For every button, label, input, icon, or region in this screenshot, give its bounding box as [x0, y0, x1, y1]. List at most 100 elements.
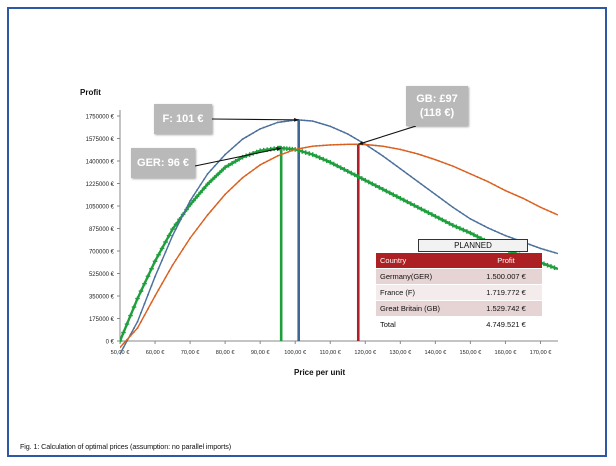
table-row: Germany(GER) 1.500.007 €: [376, 268, 542, 285]
data-point-ger: [384, 188, 389, 194]
row-country: France (F): [376, 284, 470, 301]
data-point-f: [311, 120, 314, 123]
data-point-gb: [532, 202, 535, 205]
data-point-gb: [529, 200, 531, 203]
data-point-gb: [311, 145, 314, 148]
table-total-row: Total 4.749.521 €: [376, 316, 542, 333]
data-point-gb: [522, 197, 524, 200]
data-point-ger: [236, 156, 242, 162]
data-point-ger: [345, 168, 351, 174]
x-tick-label: 90,00 €: [251, 350, 271, 356]
data-point-gb: [210, 209, 213, 212]
data-point-f: [224, 153, 227, 156]
data-point-ger: [440, 217, 445, 223]
table-header-row: Country Profit: [376, 253, 542, 269]
data-point-gb: [290, 149, 293, 152]
data-point-gb: [120, 346, 121, 349]
data-point-ger: [229, 161, 235, 166]
data-point-ger: [422, 208, 428, 214]
data-point-gb: [543, 207, 545, 210]
data-point-gb: [266, 160, 269, 163]
data-point-ger: [541, 261, 547, 267]
data-point-gb: [395, 147, 398, 150]
data-point-ger: [545, 262, 550, 268]
data-point-gb: [241, 176, 244, 179]
data-point-f: [508, 235, 510, 238]
data-point-gb: [444, 162, 447, 165]
data-point-gb: [185, 242, 188, 245]
data-point-gb: [406, 150, 409, 153]
data-point-f: [175, 227, 177, 230]
data-point-gb: [437, 160, 440, 162]
data-point-ger: [120, 338, 123, 344]
data-point-f: [378, 152, 381, 155]
data-point-gb: [451, 165, 454, 168]
data-point-ger: [331, 161, 337, 167]
data-point-ger: [226, 163, 231, 168]
data-point-ger: [391, 192, 396, 197]
y-tick-label: 875000 €: [89, 227, 115, 233]
data-point-ger: [152, 258, 158, 264]
data-point-gb: [487, 180, 489, 183]
table-title: PLANNED: [418, 239, 528, 252]
data-point-f: [168, 242, 170, 245]
x-tick-label: 110,00 €: [320, 350, 342, 356]
data-point-gb: [168, 270, 170, 273]
data-point-gb: [501, 187, 503, 190]
data-point-ger: [201, 185, 207, 191]
figure-frame: [7, 7, 607, 457]
data-point-f: [504, 234, 507, 237]
data-point-ger: [320, 156, 326, 162]
data-point-f: [455, 208, 458, 211]
data-point-gb: [143, 314, 146, 317]
data-point-gb: [150, 301, 153, 304]
data-point-gb: [536, 204, 538, 207]
data-point-f: [269, 124, 272, 126]
row-profit: 1.500.007 €: [470, 268, 542, 285]
data-point-ger: [405, 199, 410, 205]
data-point-f: [487, 226, 489, 229]
total-profit: 4.749.521 €: [470, 316, 542, 333]
x-axis-label: Price per unit: [294, 368, 346, 377]
data-point-f: [553, 251, 556, 254]
data-point-gb: [409, 151, 412, 154]
data-point-ger: [156, 252, 161, 258]
data-point-ger: [433, 213, 438, 219]
data-point-ger: [373, 183, 379, 188]
data-point-f: [206, 172, 209, 175]
data-point-f: [529, 243, 531, 246]
data-point-gb: [273, 156, 276, 159]
data-point-f: [357, 139, 360, 142]
data-point-f: [147, 293, 149, 296]
data-point-f: [213, 165, 216, 168]
data-point-gb: [364, 143, 367, 146]
y-axis-label: Profit: [80, 88, 101, 97]
data-point-f: [322, 123, 325, 126]
x-tick-label: 150,00 €: [460, 350, 483, 356]
data-point-f: [434, 193, 437, 196]
data-point-gb: [351, 143, 353, 146]
data-point-gb: [515, 194, 517, 197]
data-point-gb: [171, 264, 174, 267]
y-tick-label: 1575000 €: [86, 137, 115, 143]
y-tick-label: 525000 €: [89, 272, 115, 278]
data-point-gb: [133, 331, 135, 333]
data-point-gb: [374, 144, 377, 147]
data-point-ger: [401, 197, 407, 203]
data-point-f: [441, 198, 444, 201]
data-point-ger: [468, 230, 473, 236]
data-point-f: [448, 203, 451, 206]
data-point-gb: [196, 227, 198, 230]
data-point-f: [420, 183, 423, 186]
data-point-f: [227, 150, 230, 153]
data-point-f: [157, 267, 160, 270]
data-point-f: [543, 248, 545, 251]
data-point-f: [346, 133, 349, 135]
data-point-f: [473, 219, 475, 222]
data-point-f: [444, 201, 447, 204]
data-point-ger: [334, 163, 340, 169]
data-point-ger: [149, 266, 154, 272]
data-point-f: [465, 215, 468, 218]
data-point-gb: [308, 145, 311, 148]
data-point-ger: [128, 313, 133, 318]
